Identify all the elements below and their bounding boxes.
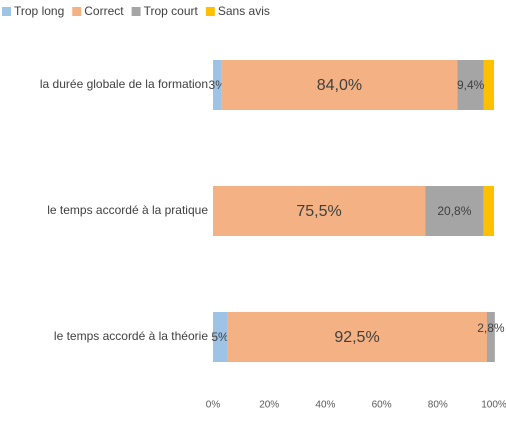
legend-label: Sans avis <box>218 4 270 18</box>
legend-label: Trop court <box>144 4 199 18</box>
bar-segment <box>486 312 495 362</box>
bar-segment <box>221 60 458 110</box>
bar-segment <box>457 60 484 110</box>
bar-segment <box>425 186 484 236</box>
legend-swatch <box>72 7 82 16</box>
value-label: 20,8% <box>437 204 471 218</box>
category-label: la durée globale de la formation <box>40 77 208 91</box>
bar-segment <box>213 186 426 236</box>
bar-segment <box>483 60 494 110</box>
legend-swatch <box>205 7 215 16</box>
x-tick-label: 0% <box>206 400 221 411</box>
bar-segment <box>213 60 222 110</box>
value-label: 84,0% <box>317 77 362 94</box>
x-tick-label: 80% <box>428 400 448 411</box>
legend-swatch <box>2 7 11 16</box>
legend-label: Trop long <box>14 4 64 18</box>
legend-label: Correct <box>84 4 124 18</box>
value-label: 75,5% <box>296 203 341 220</box>
value-label: 92,5% <box>334 329 379 346</box>
category-label: le temps accordé à la pratique <box>47 203 208 217</box>
value-label: 2,8% <box>477 321 505 335</box>
value-label: 9,4% <box>457 78 485 92</box>
x-tick-label: 60% <box>372 400 392 411</box>
x-tick-label: 40% <box>315 400 335 411</box>
bar-segment <box>483 186 494 236</box>
category-label: le temps accordé à la théorie <box>54 329 208 343</box>
x-tick-label: 20% <box>259 400 279 411</box>
bar-segment <box>213 312 228 362</box>
legend-swatch <box>131 7 141 16</box>
x-tick-label: 100% <box>481 400 506 411</box>
bar-segment <box>227 312 487 362</box>
value-label: 5% <box>211 330 229 344</box>
